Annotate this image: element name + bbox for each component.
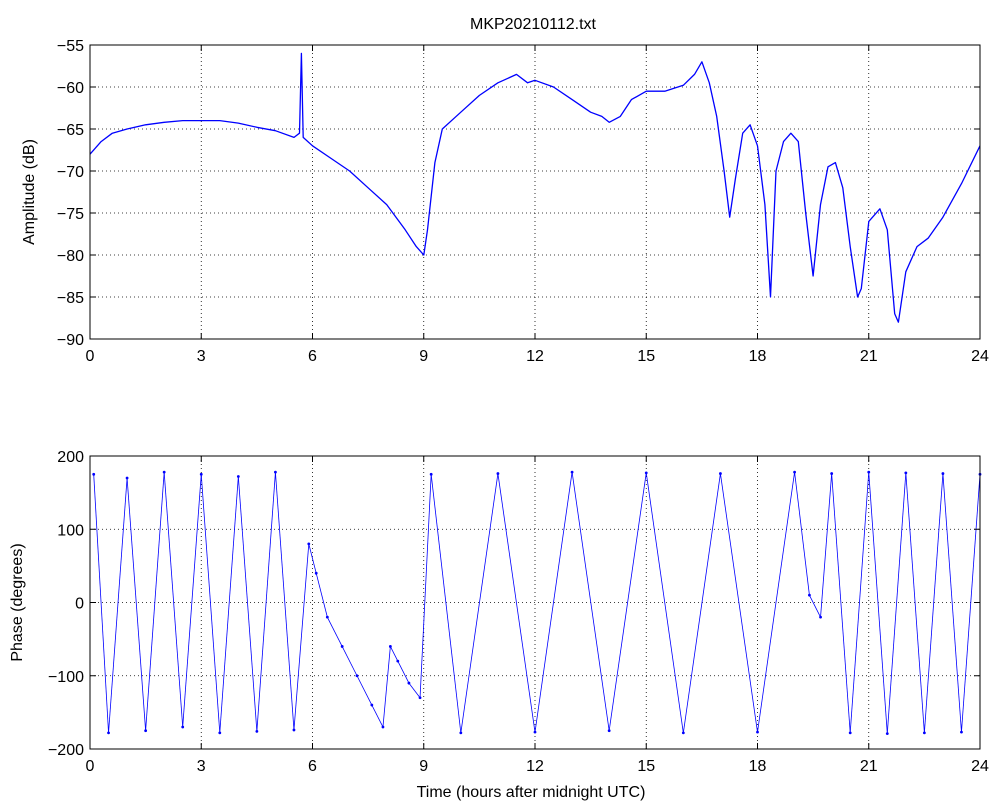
phase-data-point	[830, 472, 834, 475]
phase-series-segment	[126, 477, 147, 731]
phase-data-point	[314, 571, 318, 575]
time-x-axis-label: Time (hours after midnight UTC)	[417, 784, 646, 801]
phase-series-segment	[497, 473, 536, 733]
phase-data-point	[340, 645, 344, 648]
phase-series-segment	[645, 472, 684, 733]
phase-data-point	[570, 470, 574, 474]
phase-series-segment	[831, 473, 851, 733]
amplitude-x-tick-label: 18	[749, 348, 767, 365]
phase-series-segment	[256, 472, 276, 732]
phase-data-point	[388, 645, 392, 648]
amplitude-x-tick-label: 6	[308, 348, 317, 365]
phase-series-segment	[200, 474, 221, 733]
phase-series-segment	[341, 646, 358, 676]
amplitude-y-tick-label: −90	[57, 332, 84, 349]
phase-x-tick-label: 6	[308, 758, 317, 775]
phase-series-segment	[163, 472, 184, 728]
phase-data-point	[941, 472, 945, 475]
phase-data-point	[848, 731, 852, 735]
phase-series-segment	[430, 474, 462, 733]
phase-x-tick-label: 24	[971, 758, 989, 775]
phase-series-segment	[408, 682, 421, 698]
phase-series-segment	[961, 474, 981, 733]
amplitude-x-tick-label: 24	[971, 348, 989, 365]
phase-series-segment	[868, 472, 888, 734]
phase-data-point	[808, 593, 811, 597]
phase-series-segment	[293, 543, 310, 730]
phase-series-segment	[849, 472, 870, 733]
phase-x-tick-label: 9	[419, 758, 428, 775]
amplitude-x-tick-label: 12	[526, 348, 544, 365]
phase-series-segment	[794, 472, 810, 596]
phase-series-segment	[905, 472, 925, 733]
phase-x-tick-label: 15	[637, 758, 655, 775]
phase-y-tick-label: −100	[48, 669, 84, 686]
phase-series-segment	[608, 472, 647, 731]
phase-y-tick-label: −200	[48, 742, 84, 759]
phase-y-tick-label: 0	[75, 596, 84, 613]
phase-x-tick-label: 3	[197, 758, 206, 775]
phase-series-segment	[820, 473, 833, 618]
phase-series-segment	[182, 474, 202, 728]
phase-series-segment	[886, 472, 907, 734]
amplitude-y-tick-label: −75	[57, 206, 84, 223]
phase-data-point	[607, 729, 611, 733]
phase-y-axis-label: Phase (degrees)	[9, 543, 26, 661]
phase-series-segment	[460, 473, 499, 733]
phase-series-segment	[108, 477, 128, 733]
amplitude-x-tick-label: 0	[86, 348, 95, 365]
phase-series-segment	[397, 660, 410, 684]
amplitude-y-axis-label: Amplitude (dB)	[21, 139, 38, 245]
phase-data-point	[370, 703, 374, 707]
phase-series-segment	[382, 646, 391, 728]
phase-series-segment	[419, 474, 432, 698]
amplitude-x-tick-label: 21	[860, 348, 878, 365]
chart-title: MKP20210112.txt	[470, 16, 597, 33]
phase-series-segment	[275, 472, 295, 730]
phase-series-segment	[390, 646, 399, 662]
phase-series-segment	[308, 543, 317, 574]
phase-series-segment	[219, 476, 239, 733]
amplitude-y-tick-label: −55	[57, 38, 84, 55]
amplitude-x-tick-label: 3	[197, 348, 206, 365]
phase-series-segment	[534, 472, 573, 733]
amplitude-axes: 0 3 6 9 12 15 18 21 24 −90 −85 −80 −75 −70 −65 −60 −55 M…	[21, 16, 989, 365]
phase-axes: 0 3 6 9 12 15 18 21 24 −200 −100 0 100 200 Phase (deg…	[9, 449, 989, 801]
phase-series-segment	[923, 473, 944, 733]
amplitude-y-tick-label: −65	[57, 122, 84, 139]
phase-series-segment	[356, 675, 373, 706]
phase-series-segment	[237, 476, 258, 732]
phase-series-segment	[809, 594, 821, 618]
phase-data-point	[819, 615, 822, 619]
phase-series-segment	[145, 472, 165, 731]
phase-data-point	[681, 731, 685, 735]
phase-series-segment	[326, 616, 343, 647]
phase-x-tick-label: 12	[526, 758, 544, 775]
phase-y-tick-label: 200	[57, 449, 84, 466]
phase-series-segment	[315, 573, 328, 618]
phase-series-segment	[720, 473, 758, 733]
phase-data-point	[719, 472, 722, 475]
phase-series-segment	[571, 472, 610, 731]
phase-x-tick-label: 18	[749, 758, 767, 775]
amplitude-x-tick-label: 15	[637, 348, 655, 365]
phase-series-segment	[682, 473, 721, 733]
amplitude-y-tick-label: −70	[57, 164, 84, 181]
phase-series-segment	[371, 704, 384, 728]
phase-series-segment	[757, 472, 795, 733]
phase-y-tick-label: 100	[57, 522, 84, 539]
phase-data-point	[904, 471, 908, 475]
phase-data-point	[793, 470, 796, 474]
amplitude-series-line	[89, 52, 981, 323]
phase-series-segment	[942, 473, 962, 733]
amplitude-y-tick-label: −80	[57, 248, 84, 265]
phase-series-segment	[93, 474, 109, 733]
amplitude-y-tick-label: −60	[57, 80, 84, 97]
phase-x-tick-label: 21	[860, 758, 878, 775]
phase-x-tick-label: 0	[86, 758, 95, 775]
amplitude-y-tick-label: −85	[57, 290, 84, 307]
amplitude-x-tick-label: 9	[419, 348, 428, 365]
